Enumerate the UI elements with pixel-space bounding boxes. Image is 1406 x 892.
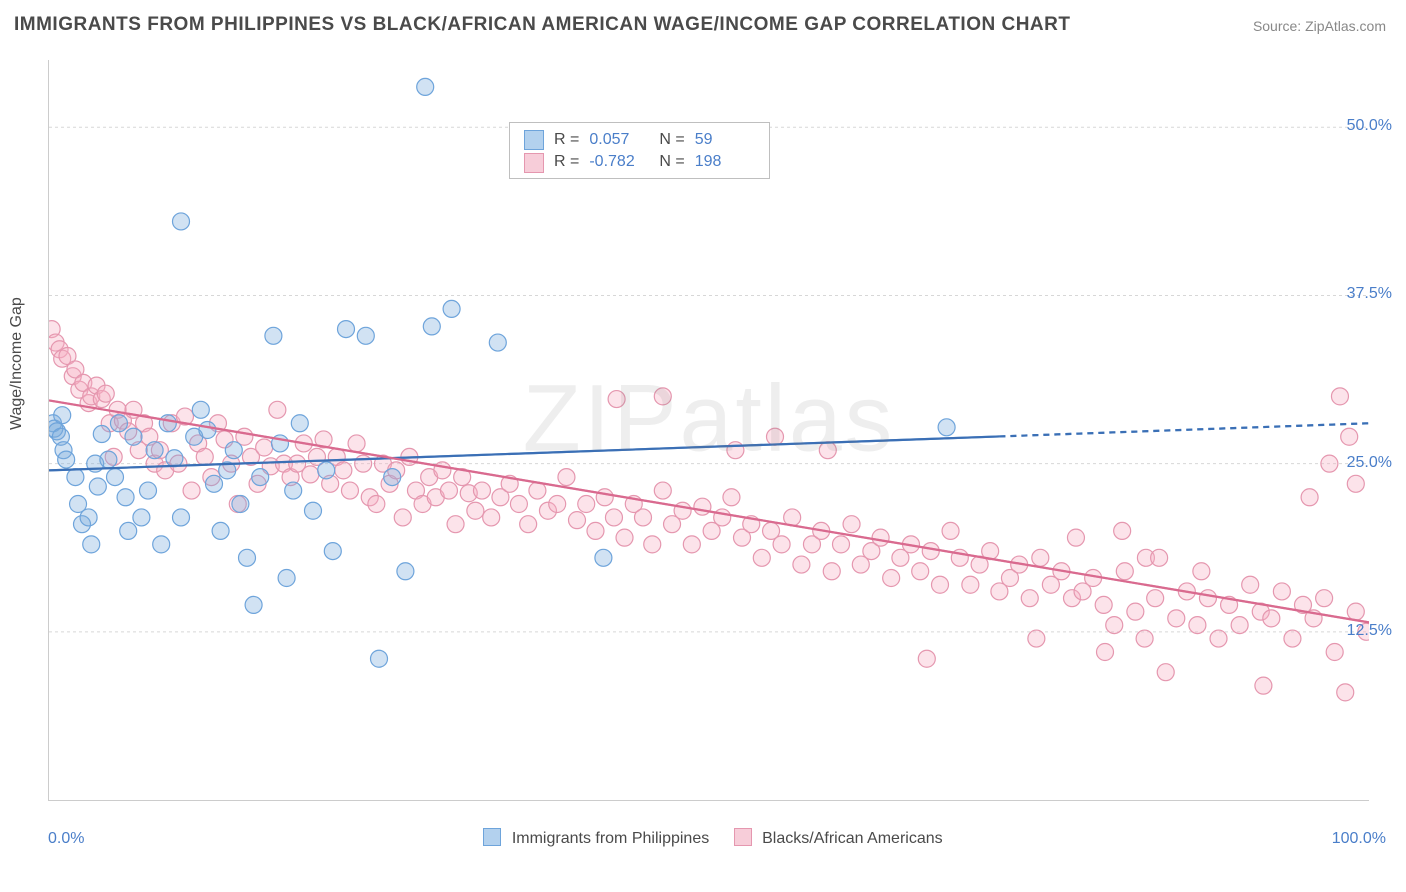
y-tick-label: 12.5%	[1347, 622, 1392, 640]
blue-series-label: Immigrants from Philippines	[512, 830, 709, 847]
pink-series-label: Blacks/African Americans	[762, 830, 943, 847]
stats-row-blue: R = 0.057 N = 59	[524, 129, 755, 151]
blue-n-value: 59	[695, 129, 755, 151]
r-label: R =	[554, 129, 579, 151]
y-tick-label: 25.0%	[1347, 454, 1392, 472]
y-axis-label: Wage/Income Gap	[8, 297, 26, 430]
bottom-legend: Immigrants from Philippines Blacks/Afric…	[0, 828, 1406, 848]
chart-container: IMMIGRANTS FROM PHILIPPINES VS BLACK/AFR…	[0, 0, 1406, 892]
y-tick-label: 37.5%	[1347, 285, 1392, 303]
n-label: N =	[659, 151, 684, 173]
blue-swatch-icon	[524, 130, 544, 150]
source-label: Source: ZipAtlas.com	[1253, 18, 1386, 34]
n-label: N =	[659, 129, 684, 151]
blue-swatch-icon	[483, 828, 501, 846]
pink-swatch-icon	[734, 828, 752, 846]
stats-legend-box: R = 0.057 N = 59 R = -0.782 N = 198	[509, 122, 770, 179]
plot-area: ZIPatlas R = 0.057 N = 59 R = -0.782 N =…	[48, 60, 1369, 801]
pink-r-value: -0.782	[589, 151, 649, 173]
stats-row-pink: R = -0.782 N = 198	[524, 151, 755, 173]
pink-n-value: 198	[695, 151, 755, 173]
r-label: R =	[554, 151, 579, 173]
pink-swatch-icon	[524, 153, 544, 173]
blue-r-value: 0.057	[589, 129, 649, 151]
y-tick-label: 50.0%	[1347, 117, 1392, 135]
chart-title: IMMIGRANTS FROM PHILIPPINES VS BLACK/AFR…	[14, 14, 1070, 36]
